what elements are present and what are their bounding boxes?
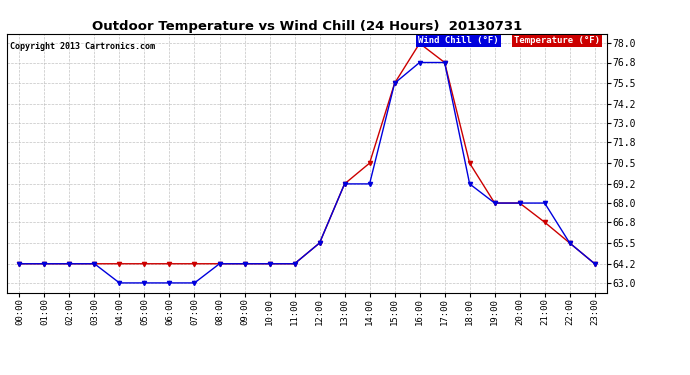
Title: Outdoor Temperature vs Wind Chill (24 Hours)  20130731: Outdoor Temperature vs Wind Chill (24 Ho… [92, 20, 522, 33]
Text: Wind Chill (°F): Wind Chill (°F) [418, 36, 499, 45]
Text: Temperature (°F): Temperature (°F) [514, 36, 600, 45]
Text: Copyright 2013 Cartronics.com: Copyright 2013 Cartronics.com [10, 42, 155, 51]
